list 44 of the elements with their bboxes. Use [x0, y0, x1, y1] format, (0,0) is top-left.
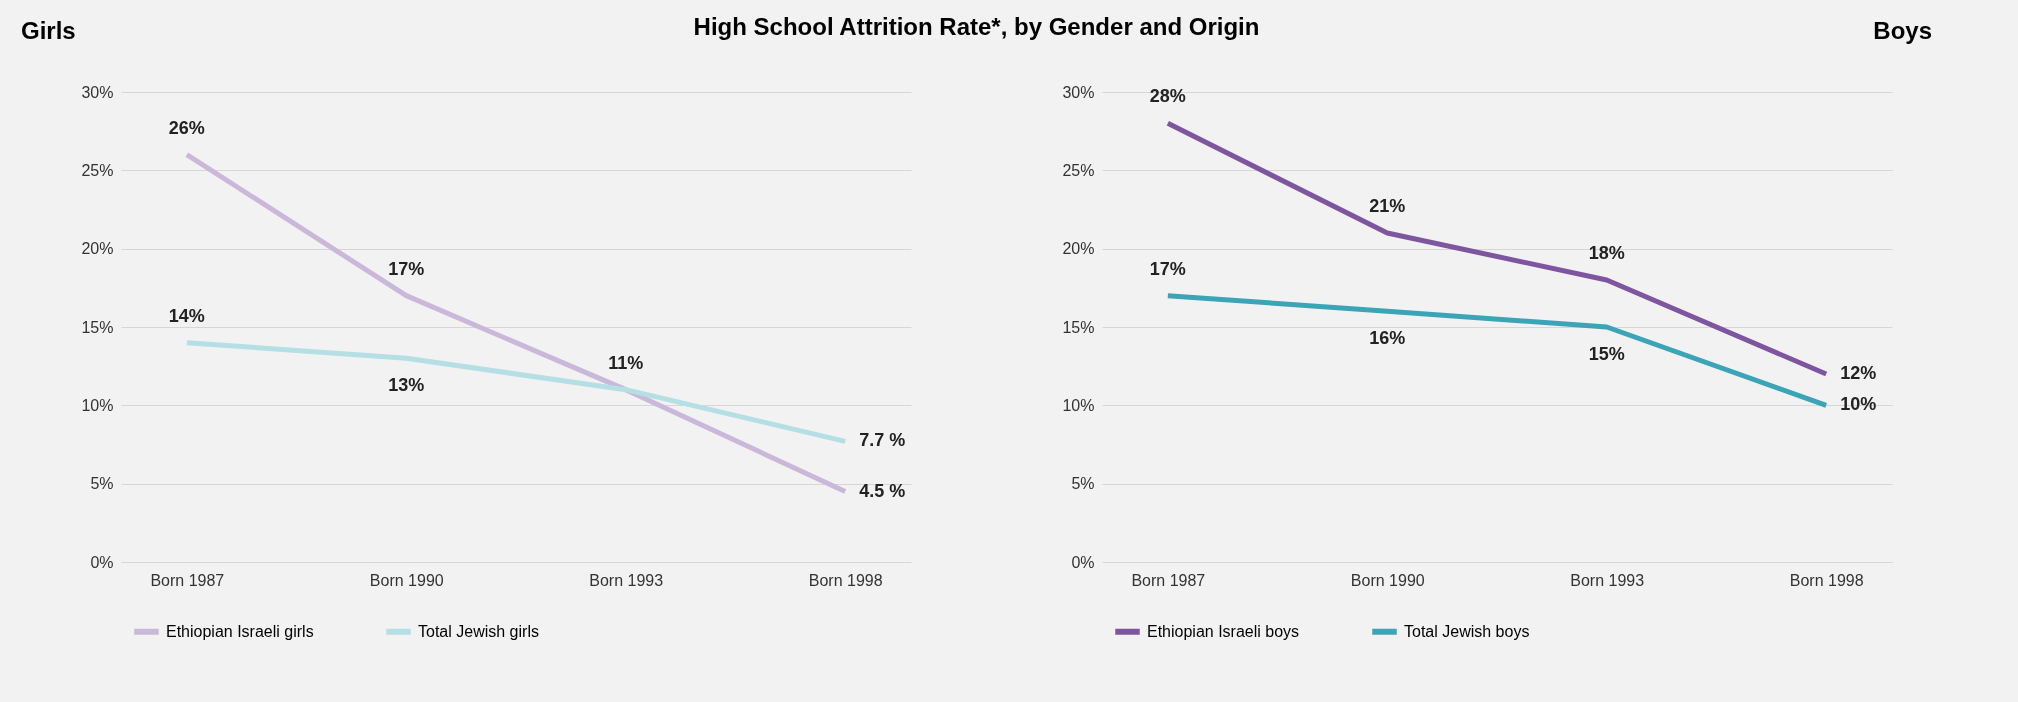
y-tick-label: 20%	[1062, 240, 1095, 258]
x-tick-label: Born 1990	[1350, 571, 1425, 589]
legend-label: Total Jewish boys	[1404, 622, 1530, 640]
chart-title: Boys	[1873, 17, 1932, 44]
x-tick-label: Born 1987	[150, 571, 225, 589]
y-tick-label: 0%	[1071, 553, 1095, 571]
y-tick-label: 30%	[1062, 83, 1095, 101]
y-tick-label: 25%	[1062, 161, 1095, 179]
y-tick-label: 30%	[81, 83, 114, 101]
data-label: 26%	[168, 117, 205, 138]
y-tick-label: 15%	[1062, 318, 1095, 336]
data-label: 17%	[1149, 258, 1186, 279]
legend-label: Ethiopian Israeli boys	[1147, 622, 1300, 640]
y-tick-label: 0%	[90, 553, 114, 571]
y-tick-label: 25%	[81, 161, 114, 179]
data-label: 18%	[1588, 243, 1625, 263]
data-label: 13%	[388, 375, 425, 396]
legend-label: Total Jewish girls	[418, 622, 539, 640]
y-tick-label: 5%	[90, 475, 114, 493]
x-tick-label: Born 1987	[1131, 571, 1206, 589]
y-tick-label: 10%	[81, 396, 114, 414]
y-tick-label: 20%	[81, 240, 114, 258]
data-label: 7.7 %	[859, 430, 906, 451]
legend-label: Ethiopian Israeli girls	[166, 622, 314, 640]
x-tick-label: Born 1993	[1570, 571, 1645, 589]
text: High School Attrition Rate*, by Gender and Origin	[693, 13, 1260, 40]
data-label: 21%	[1369, 196, 1406, 216]
y-tick-label: 10%	[1062, 396, 1095, 414]
data-label: 16%	[1369, 328, 1406, 349]
data-label: 4.5 %	[859, 480, 906, 501]
y-tick-label: 15%	[81, 318, 114, 336]
chart-title: Girls	[20, 17, 76, 44]
x-tick-label: Born 1993	[589, 571, 664, 589]
y-tick-label: 5%	[1071, 475, 1095, 493]
x-tick-label: Born 1998	[1789, 571, 1864, 589]
x-tick-label: Born 1998	[808, 571, 883, 589]
data-label: 12%	[1840, 363, 1877, 383]
data-label: 10%	[1840, 394, 1877, 415]
data-label: 15%	[1588, 344, 1625, 364]
data-label: 17%	[388, 258, 425, 279]
data-label: 14%	[168, 305, 205, 326]
data-label: 28%	[1149, 86, 1186, 107]
x-tick-label: Born 1990	[369, 571, 444, 589]
data-label: 11%	[608, 352, 644, 373]
